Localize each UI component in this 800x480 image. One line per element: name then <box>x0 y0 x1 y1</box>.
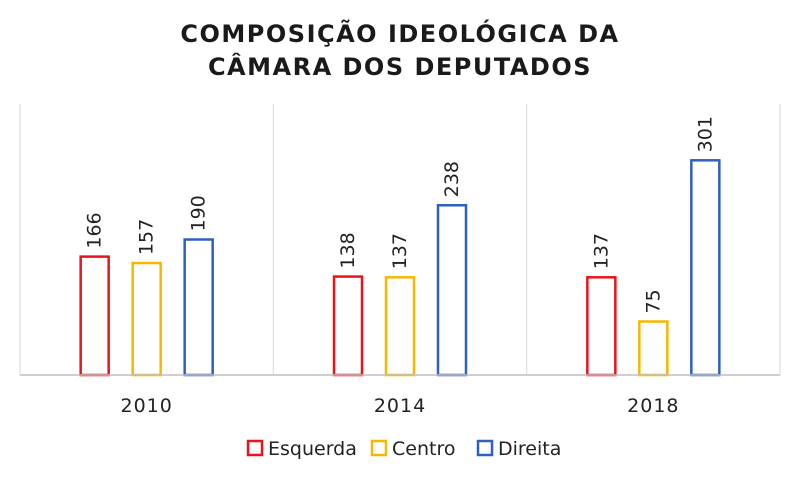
bar-centro-2010 <box>131 261 162 377</box>
x-tick-label: 2014 <box>374 395 426 417</box>
data-label-direita-2014: 238 <box>441 161 463 197</box>
legend-label-direita: Direita <box>498 438 561 460</box>
data-label-centro-2018: 75 <box>642 289 664 313</box>
legend: Esquerda Centro Direita <box>246 438 561 460</box>
bar-esquerda-2010 <box>79 255 110 377</box>
legend-swatch-centro <box>370 439 388 457</box>
chart-title-line-1: COMPOSIÇÃO IDEOLÓGICA DA <box>180 18 619 48</box>
legend-swatch-direita <box>476 439 494 457</box>
data-label-esquerda-2014: 138 <box>337 232 359 268</box>
bar-direita-2018 <box>690 159 721 377</box>
bar-centro-2018 <box>638 320 669 377</box>
chart-title-line-2: CÂMARA DOS DEPUTADOS <box>208 52 592 81</box>
bar-direita-2014 <box>436 204 468 377</box>
plot-area: 166 157 190 2010 138 137 238 2014 137 75 301 2018 <box>19 104 781 417</box>
legend-label-esquerda: Esquerda <box>268 438 357 460</box>
data-label-esquerda-2010: 166 <box>84 212 106 248</box>
data-label-centro-2010: 157 <box>136 219 158 255</box>
bar-esquerda-2014 <box>332 275 364 377</box>
bar-esquerda-2018 <box>586 276 617 377</box>
bar-centro-2014 <box>384 276 416 377</box>
data-label-centro-2014: 137 <box>389 233 411 269</box>
legend-label-centro: Centro <box>392 438 455 460</box>
x-tick-label: 2010 <box>120 395 172 417</box>
legend-swatch-esquerda <box>246 439 264 457</box>
bar-direita-2010 <box>183 238 214 377</box>
data-label-direita-2010: 190 <box>188 195 210 231</box>
data-label-direita-2018: 301 <box>694 116 716 152</box>
x-tick-label: 2018 <box>627 395 679 417</box>
data-label-esquerda-2018: 137 <box>590 233 612 269</box>
